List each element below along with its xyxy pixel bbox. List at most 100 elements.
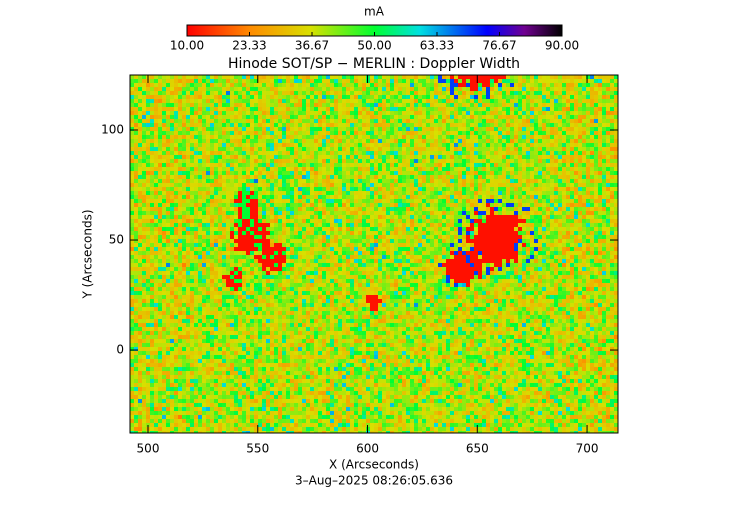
image-cell [342,151,346,155]
image-cell [270,159,274,163]
image-cell [490,79,494,83]
image-cell [490,127,494,131]
image-cell [566,115,570,119]
image-cell [466,95,470,99]
image-cell [334,191,338,195]
image-cell [474,83,478,87]
image-cell [458,211,462,215]
image-cell [298,179,302,183]
image-cell [318,95,322,99]
image-cell [478,203,482,207]
image-cell [438,187,442,191]
image-cell [338,139,342,143]
image-cell [426,123,430,127]
image-cell [490,179,494,183]
image-cell [538,195,542,199]
image-cell [530,95,534,99]
image-cell [218,199,222,203]
image-cell [590,107,594,111]
image-cell [534,167,538,171]
image-cell [342,155,346,159]
image-cell [514,135,518,139]
image-cell [266,179,270,183]
image-cell [354,107,358,111]
image-cell [398,167,402,171]
image-cell [362,219,366,223]
image-cell [366,139,370,143]
image-cell [202,175,206,179]
image-cell [238,147,242,151]
image-cell [134,115,138,119]
image-cell [610,207,614,211]
image-cell [178,199,182,203]
image-cell [218,79,222,83]
image-cell [246,227,250,231]
image-cell [190,187,194,191]
image-cell [342,107,346,111]
image-cell [418,203,422,207]
image-cell [326,91,330,95]
image-cell [210,219,214,223]
image-cell [294,119,298,123]
image-cell [166,151,170,155]
image-cell [450,215,454,219]
image-cell [198,163,202,167]
image-cell [314,159,318,163]
image-cell [250,179,254,183]
image-cell [470,199,474,203]
image-cell [414,139,418,143]
image-cell [382,107,386,111]
image-cell [246,187,250,191]
image-cell [306,163,310,167]
image-cell [530,223,534,227]
image-cell [250,163,254,167]
image-cell [290,211,294,215]
image-cell [170,199,174,203]
image-cell [370,183,374,187]
image-cell [358,135,362,139]
image-cell [462,219,466,223]
image-cell [594,119,598,123]
image-cell [542,139,546,143]
image-cell [546,187,550,191]
image-cell [166,211,170,215]
image-cell [234,131,238,135]
image-cell [198,211,202,215]
image-cell [510,223,514,227]
image-cell [542,179,546,183]
image-cell [558,211,562,215]
image-cell [262,99,266,103]
image-cell [306,87,310,91]
image-cell [146,179,150,183]
image-cell [210,147,214,151]
image-cell [338,235,342,239]
image-cell [286,211,290,215]
image-cell [410,91,414,95]
image-cell [362,163,366,167]
image-cell [194,179,198,183]
image-cell [134,215,138,219]
image-cell [162,167,166,171]
image-cell [158,219,162,223]
image-cell [222,235,226,239]
image-cell [142,103,146,107]
image-cell [206,203,210,207]
image-cell [394,123,398,127]
image-cell [602,223,606,227]
image-cell [558,135,562,139]
image-cell [310,103,314,107]
image-cell [518,167,522,171]
image-cell [454,99,458,103]
image-cell [146,231,150,235]
image-cell [146,139,150,143]
image-cell [474,207,478,211]
image-cell [338,87,342,91]
image-cell [446,99,450,103]
image-cell [458,187,462,191]
image-cell [346,219,350,223]
image-cell [610,227,614,231]
image-cell [186,79,190,83]
image-cell [602,155,606,159]
image-cell [406,83,410,87]
image-cell [194,111,198,115]
